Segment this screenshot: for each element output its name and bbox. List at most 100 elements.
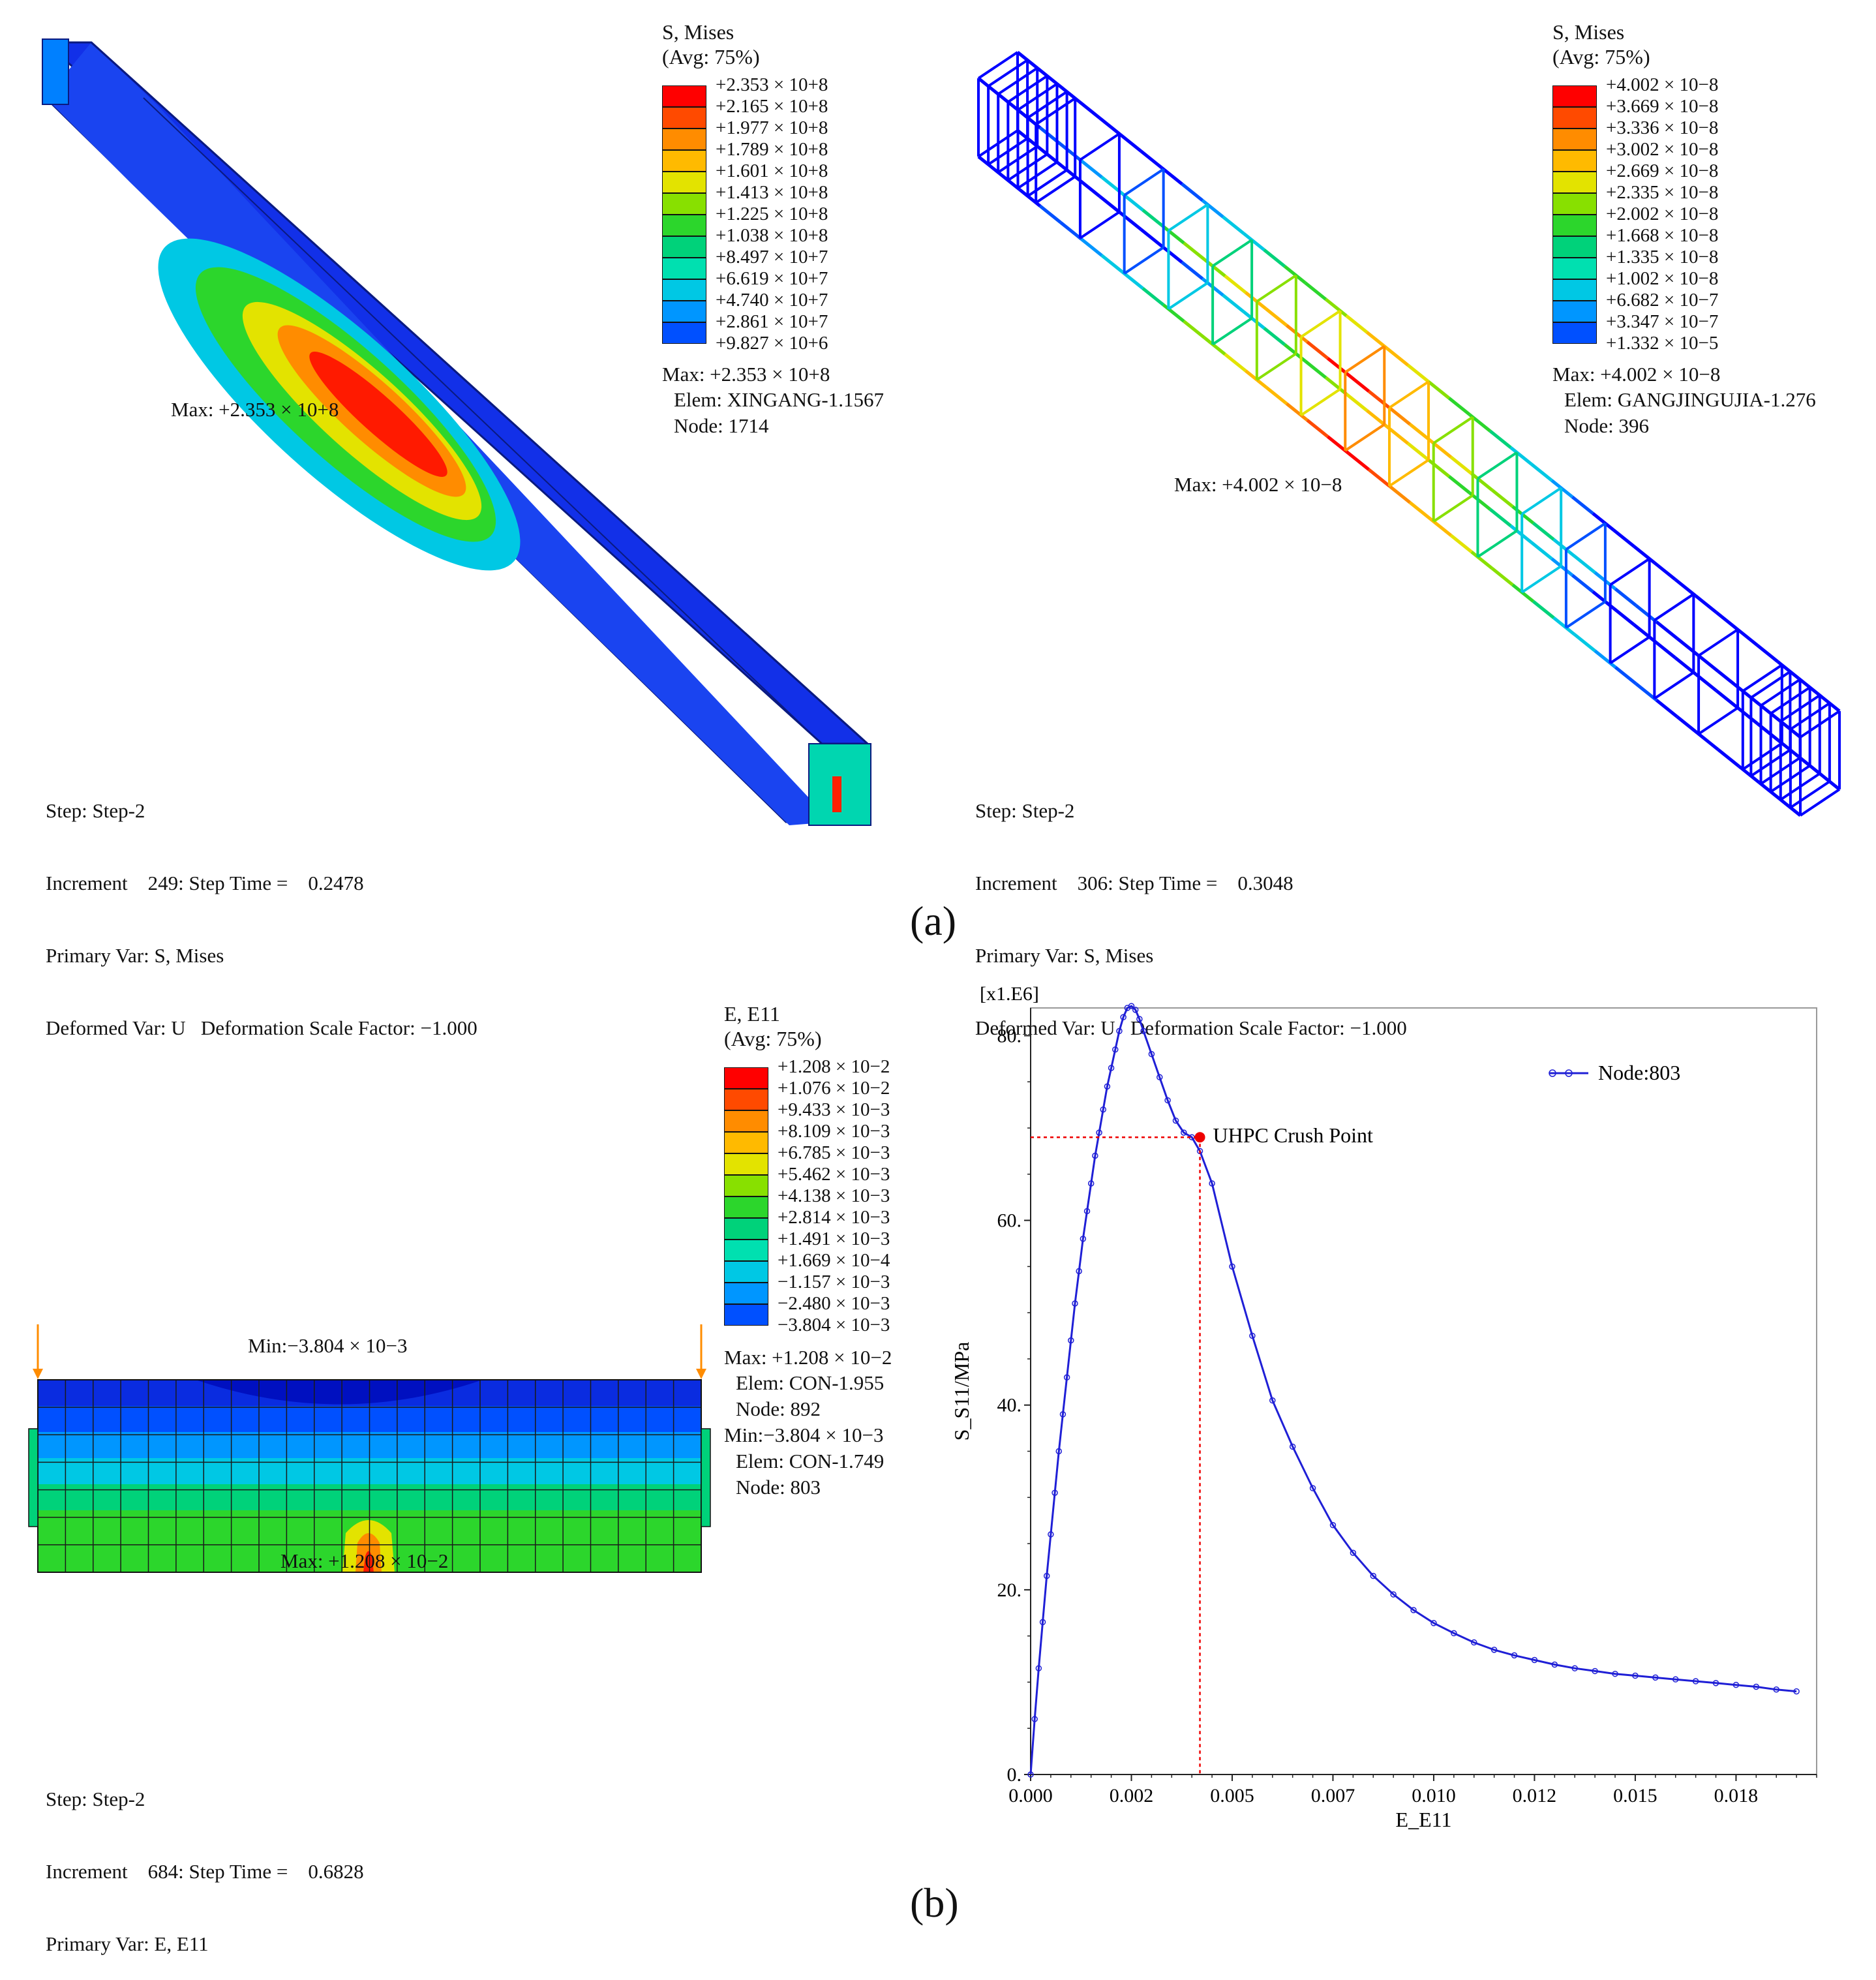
rebar-segment <box>1470 472 1494 492</box>
series-point <box>1370 1572 1377 1579</box>
legend-row: +2.814 × 10−3 <box>724 1207 998 1240</box>
rebar-segment <box>1211 239 1253 267</box>
series-point <box>1132 1007 1139 1013</box>
legend-b-left: E, E11 (Avg: 75%) +1.208 × 10−2 +1.076 × … <box>724 1001 998 1523</box>
legend-swatch <box>724 1303 768 1326</box>
step-info-a-right: Step: Step-2 Increment 306: Step Time = … <box>975 750 1407 1064</box>
legend-swatch <box>724 1260 768 1283</box>
stress-strain-chart: 0. 20. 40. 60. 80. 0.000 0.002 0.005 0.007 0.010 0… <box>950 983 1817 1831</box>
x-tick-label: 0.002 <box>1110 1785 1154 1806</box>
legend-value: +2.669 × 10−8 <box>1606 160 1719 181</box>
load-arrow-head <box>696 1369 706 1379</box>
rebar-segment <box>1565 522 1607 551</box>
rebar-segment <box>1168 203 1209 232</box>
legend-swatch <box>724 1174 768 1196</box>
legend-row: +2.669 × 10−8 <box>1552 160 1866 193</box>
series-point <box>1592 1668 1598 1675</box>
rebar-segment <box>1119 133 1142 153</box>
x-axis-label: E_E11 <box>1396 1808 1452 1831</box>
legend-value: +6.619 × 10+7 <box>716 268 828 289</box>
rebar-segment <box>1098 195 1122 215</box>
rebar-segment <box>1717 748 1740 768</box>
rebar-segment <box>1449 455 1473 475</box>
series-point <box>1120 1014 1127 1020</box>
rebar-segment <box>1059 221 1083 241</box>
series-point <box>1309 1485 1316 1491</box>
series-point <box>1148 1051 1155 1058</box>
rebar-segment <box>1532 600 1555 619</box>
rebar-segment <box>1347 451 1370 471</box>
rebar-segment <box>1552 538 1576 558</box>
rebar-segment <box>1304 281 1327 301</box>
legend-scale: +2.353 × 10+8 +2.165 × 10+8 +1.977 × 10+8 +… <box>662 74 936 354</box>
legend-row: +1.668 × 10−8 <box>1552 225 1866 258</box>
legend-swatch <box>724 1196 768 1218</box>
crush-point-label: UHPC Crush Point <box>1213 1123 1374 1147</box>
rebar-segment <box>1408 423 1432 442</box>
rebar-segment <box>1571 573 1594 593</box>
series-point <box>1112 1046 1119 1053</box>
legend-row: +2.165 × 10+8 <box>662 96 936 129</box>
rebar-segment <box>1017 82 1058 112</box>
rebar-segment <box>1242 232 1265 251</box>
legend-value: +1.225 × 10+8 <box>716 204 828 224</box>
series-point <box>1164 1097 1171 1104</box>
y-axis-label: S_S11/MPa <box>950 1342 973 1441</box>
legend-value: +4.002 × 10−8 <box>1606 74 1719 95</box>
legend-value: +1.335 × 10−8 <box>1606 247 1719 267</box>
step-info-b-left: Step: Step-2 Increment 684: Step Time = … <box>46 1739 364 1980</box>
rebar-segment <box>1735 705 1759 725</box>
series-point <box>1350 1549 1357 1556</box>
max-marker-b-left: Max: +1.208 × 10−2 <box>280 1549 449 1572</box>
legend-swatch <box>1552 171 1597 193</box>
series-point <box>1104 1083 1111 1090</box>
rebar-segment <box>1201 199 1224 219</box>
series-point <box>1076 1268 1082 1275</box>
rebar-segment <box>1654 593 1695 622</box>
legend-row: +3.347 × 10−7 <box>1552 311 1866 344</box>
legend-swatch <box>1552 279 1597 301</box>
legend-value: +1.332 × 10−5 <box>1606 333 1719 354</box>
rebar-segment <box>1521 487 1562 515</box>
rebar-segment <box>1408 501 1432 521</box>
deformed-var-line: Deformed Var: U Deformation Scale Factor… <box>975 1016 1407 1039</box>
rebar-segment <box>1027 90 1068 119</box>
rebar-segment <box>1750 670 1791 699</box>
legend-value: +1.601 × 10+8 <box>716 160 828 181</box>
legend-swatch <box>724 1153 768 1175</box>
rebar-segment <box>1140 228 1163 247</box>
legend-row: +1.491 × 10−3 <box>724 1228 998 1261</box>
rebar-segment <box>1265 307 1288 327</box>
rebar-segment <box>1142 209 1165 228</box>
legend-swatch <box>662 322 706 344</box>
rebar-segment <box>1552 617 1576 636</box>
rebar-segment <box>997 67 1038 95</box>
y-tick-label: 0. <box>1007 1764 1022 1786</box>
legend-value: +2.002 × 10−8 <box>1606 204 1719 224</box>
rebar-segment <box>1183 241 1206 261</box>
rebar-segment <box>1696 731 1719 751</box>
legend-swatch <box>662 300 706 322</box>
legend-swatch <box>724 1282 768 1304</box>
rebar-segment <box>1123 168 1164 196</box>
x-tick-label: 0.007 <box>1311 1785 1355 1806</box>
legend-swatch <box>662 236 706 258</box>
panel-a-right <box>939 0 1876 861</box>
legend-swatch <box>724 1088 768 1110</box>
rebar-segment <box>1386 347 1410 367</box>
legend-value: +3.347 × 10−7 <box>1606 311 1719 332</box>
rebar-segment <box>1715 689 1738 708</box>
rebar-segment <box>1347 373 1370 393</box>
legend-subtitle: (Avg: 75%) <box>1552 45 1650 69</box>
legend-row: +1.208 × 10−2 <box>724 1056 998 1089</box>
rebar-segment <box>1263 327 1286 346</box>
caption-a: (a) <box>910 898 957 944</box>
legend-node-line: Node: 396 <box>1564 414 1650 437</box>
legend-value: +6.785 × 10−3 <box>778 1142 890 1163</box>
legend-swatch <box>724 1239 768 1261</box>
legend-swatch <box>724 1131 768 1153</box>
legend-row: +2.861 × 10+7 <box>662 311 936 344</box>
legend-max-line: Max: +4.002 × 10−8 <box>1552 363 1721 386</box>
rebar-segment <box>1609 635 1650 665</box>
series-point <box>1136 1016 1143 1022</box>
